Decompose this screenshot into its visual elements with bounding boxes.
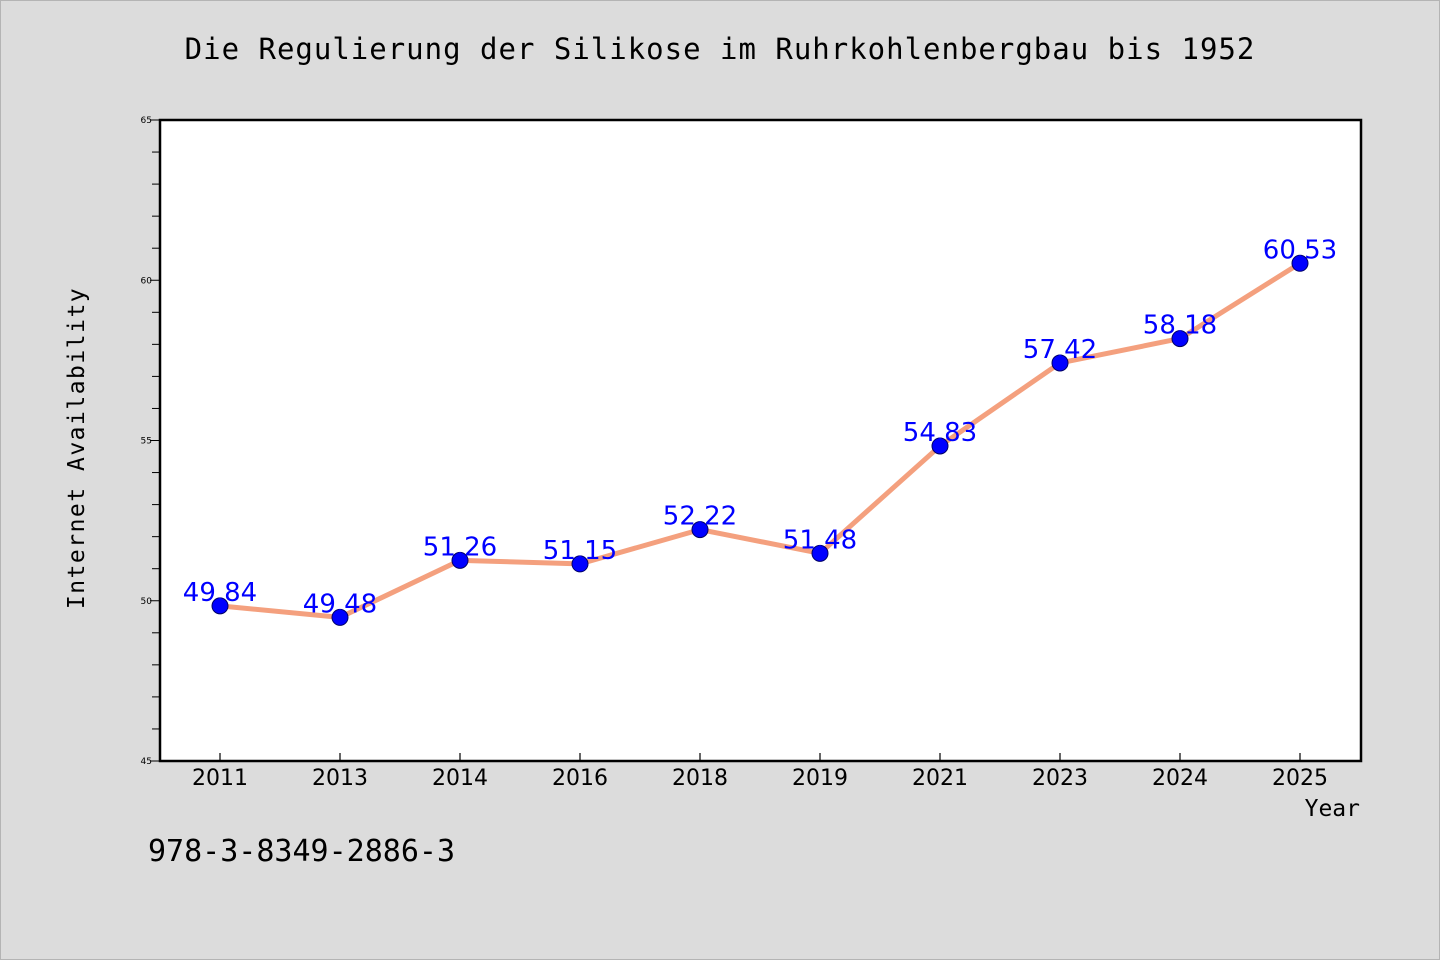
x-tick-label: 2011 bbox=[192, 766, 248, 791]
plot-area bbox=[158, 118, 1363, 763]
data-point bbox=[811, 544, 829, 562]
data-point bbox=[571, 555, 589, 573]
y-axis-label: Internet Availability bbox=[64, 286, 90, 610]
x-axis: 2011 2013 2014 2016 2018 2019 2021 2023 2024 2025 bbox=[192, 753, 1328, 791]
series-line bbox=[217, 260, 1303, 620]
x-tick-label: 2016 bbox=[552, 766, 608, 791]
data-label: 51.15 bbox=[543, 536, 617, 566]
y-tick-label: 50 bbox=[141, 597, 153, 607]
x-tick-label: 2025 bbox=[1272, 766, 1328, 791]
x-tick-label: 2023 bbox=[1032, 766, 1088, 791]
data-point bbox=[691, 521, 709, 539]
data-label: 49.84 bbox=[183, 578, 257, 608]
data-label: 60.53 bbox=[1263, 235, 1337, 265]
x-axis-label: Year bbox=[1304, 796, 1360, 822]
data-point bbox=[211, 597, 229, 615]
y-tick-label: 55 bbox=[141, 437, 152, 447]
x-tick-label: 2019 bbox=[792, 766, 848, 791]
y-tick-label: 45 bbox=[141, 757, 152, 767]
data-point bbox=[1171, 330, 1189, 348]
x-tick-label: 2013 bbox=[312, 766, 368, 791]
data-label: 57.42 bbox=[1023, 335, 1097, 365]
x-tick-label: 2021 bbox=[912, 766, 968, 791]
chart-title: Die Regulierung der Silikose im Ruhrkohl… bbox=[184, 32, 1256, 66]
series-line-group bbox=[217, 260, 1303, 620]
data-label: 49.48 bbox=[303, 589, 377, 619]
data-point bbox=[331, 608, 349, 626]
data-point bbox=[1291, 254, 1309, 272]
data-label: 58.18 bbox=[1143, 311, 1217, 341]
data-labels-group: 49.84 49.48 51.26 51.15 52.22 51.48 54.83 57.42… bbox=[183, 235, 1337, 619]
data-label: 52.22 bbox=[663, 502, 737, 532]
data-label: 54.83 bbox=[903, 418, 977, 448]
markers-group bbox=[211, 254, 1309, 626]
data-point bbox=[931, 437, 949, 455]
isbn-text: 978-3-8349-2886-3 bbox=[148, 834, 456, 869]
data-point bbox=[451, 551, 469, 569]
y-axis: 45 50 55 60 65 bbox=[141, 116, 160, 767]
y-tick-label: 60 bbox=[141, 276, 153, 286]
data-label: 51.26 bbox=[423, 532, 497, 562]
data-point bbox=[1051, 354, 1069, 372]
x-tick-label: 2018 bbox=[672, 766, 728, 791]
x-tick-label: 2014 bbox=[432, 766, 488, 791]
y-tick-label: 65 bbox=[141, 116, 152, 126]
data-label: 51.48 bbox=[783, 525, 857, 555]
x-tick-label: 2024 bbox=[1152, 766, 1208, 791]
